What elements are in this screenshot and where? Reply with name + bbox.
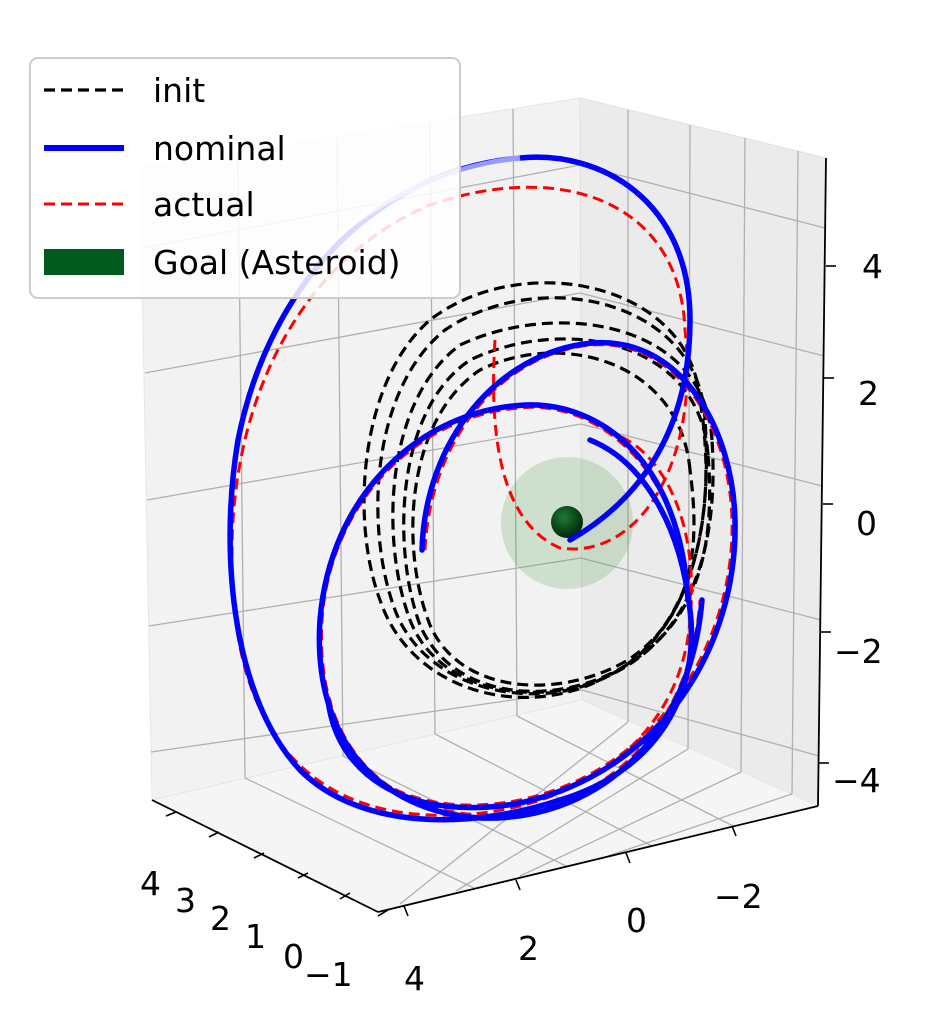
legend-goal-label: Goal (Asteroid) (153, 243, 401, 282)
right-tick-label: 2 (518, 929, 539, 968)
z-tick-label: 0 (856, 504, 877, 543)
left-tick-label: 0 (283, 937, 304, 976)
z-axis-line (817, 157, 827, 807)
left-tick-labels: 4 3 2 1 0 −1 (140, 864, 353, 994)
legend-nominal-label: nominal (153, 129, 286, 168)
actual-trajectory-outer (230, 185, 693, 817)
left-tick-label: 3 (175, 881, 196, 920)
right-tick-label: 0 (626, 901, 647, 940)
legend-goal-swatch (44, 249, 124, 275)
left-tick-label: 1 (245, 917, 266, 956)
left-tick-label: 2 (210, 899, 231, 938)
legend-init-label: init (153, 71, 205, 110)
init-trajectory-loop (402, 337, 712, 693)
legend-box (29, 57, 461, 299)
legend: init nominal actual Goal (Asteroid) (29, 57, 461, 299)
right-tick-labels: 4 2 0 −2 (404, 877, 763, 998)
z-tick-label: −4 (832, 761, 881, 800)
z-tick-label: −2 (834, 632, 883, 671)
left-tick-label: −1 (304, 955, 353, 994)
tick-marks (165, 265, 836, 917)
z-tick-label: 4 (862, 247, 883, 286)
legend-actual-label: actual (153, 185, 255, 224)
nominal-trajectory-inner (325, 340, 738, 811)
series-init (362, 281, 715, 699)
nominal-trajectory-middle (316, 402, 705, 821)
z-tick-label: 2 (858, 374, 879, 413)
right-tick-label: −2 (714, 877, 763, 916)
right-tick-label: 4 (404, 959, 425, 998)
left-tick-label: 4 (140, 864, 161, 903)
right-axis-line (377, 805, 819, 913)
goal-asteroid-group (501, 457, 633, 589)
init-trajectory-loop (411, 351, 696, 687)
axis-lines (151, 157, 827, 913)
left-axis-line (151, 799, 379, 913)
z-tick-labels: 4 2 0 −2 −4 (832, 247, 883, 800)
goal-asteroid (551, 506, 583, 538)
series-nominal (227, 154, 738, 823)
